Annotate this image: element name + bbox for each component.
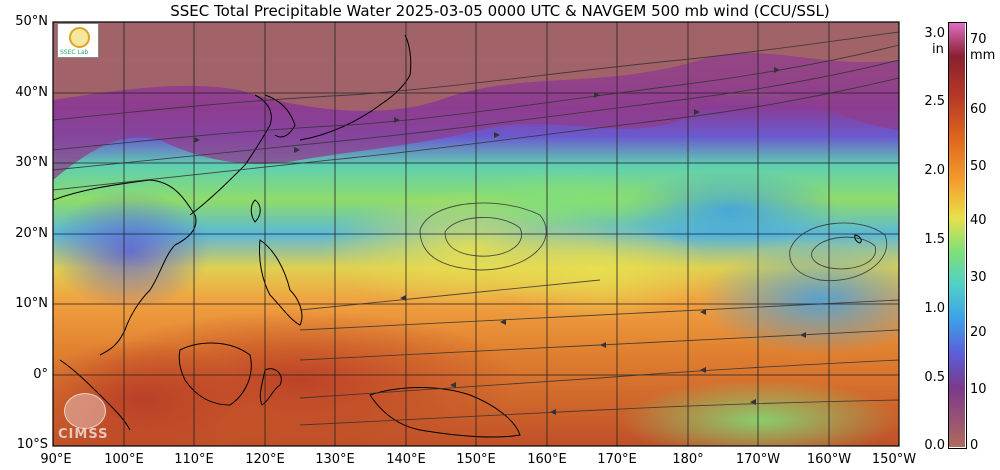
- coastlines: [53, 34, 862, 438]
- anticyclone-loop: [811, 236, 877, 270]
- wind-arrow: [750, 399, 756, 405]
- colorbar-tick-in: 1.5: [924, 232, 945, 247]
- jet-streamline: [53, 77, 899, 191]
- dry-area: [620, 380, 899, 446]
- wind-arrow: [194, 137, 200, 143]
- colorbar-tick-mm: 40: [970, 213, 987, 228]
- lon-label: 170°E: [597, 452, 637, 467]
- lat-label: 10°S: [16, 437, 48, 452]
- lon-label: 170°W: [735, 452, 781, 467]
- moist-area: [490, 220, 710, 320]
- colorbar-tick-mm: 20: [970, 325, 987, 340]
- lon-label: 180°: [672, 452, 704, 467]
- wind-arrow: [700, 309, 706, 315]
- lat-label: 10°N: [15, 296, 48, 311]
- wind-arrow: [594, 92, 600, 98]
- dry-area: [53, 190, 210, 310]
- lat-label: 20°N: [15, 226, 48, 241]
- colorbar-unit-in: in: [932, 42, 944, 57]
- wind-arrow: [694, 109, 700, 115]
- ssec-logo: SSEC Lab: [57, 23, 99, 58]
- wind-arrow: [494, 132, 500, 138]
- jet-streamline: [53, 59, 899, 171]
- colorbar-tick-mm: 60: [970, 102, 987, 117]
- lon-label: 130°E: [315, 452, 355, 467]
- lat-label: 0°: [33, 367, 48, 382]
- lon-label: 160°E: [527, 452, 567, 467]
- lon-label: 120°E: [245, 452, 285, 467]
- ssec-logo-label: SSEC Lab: [60, 49, 89, 56]
- lon-label: 110°E: [174, 452, 214, 467]
- lon-label: 140°E: [386, 452, 426, 467]
- japan-coast: [299, 34, 412, 141]
- anticyclone-loop: [789, 222, 888, 282]
- colorbar-tick-mm: 0: [970, 438, 979, 453]
- philippines-coast: [259, 239, 303, 326]
- lon-label: 150°W: [871, 452, 917, 467]
- colorbar-tick-mm: 10: [970, 382, 987, 397]
- seal-icon: [69, 27, 90, 48]
- colorbar-tick-in: 0.5: [924, 370, 945, 385]
- colorbar-tick-in: 1.0: [924, 301, 945, 316]
- sulawesi-coast: [259, 368, 282, 406]
- dry-area: [700, 245, 899, 355]
- anticyclone-loop: [419, 202, 547, 271]
- new-guinea-coast: [369, 387, 521, 438]
- jet-streamline: [53, 31, 899, 121]
- map-frame: [52, 21, 900, 447]
- asia-coast: [53, 179, 197, 356]
- lon-label: 150°E: [456, 452, 496, 467]
- lat-label: 40°N: [15, 85, 48, 100]
- globe-icon: [64, 393, 106, 429]
- wind-arrows: [194, 67, 806, 415]
- trade-streamline: [299, 359, 899, 399]
- sumatra-coast: [59, 359, 131, 431]
- colorbar-tick-in: 0.0: [924, 438, 945, 453]
- lon-label: 100°E: [104, 452, 144, 467]
- wind-arrow: [450, 382, 456, 388]
- wind-arrow: [774, 67, 780, 73]
- borneo-coast: [178, 342, 252, 406]
- cimss-watermark-label: CIMSS: [58, 427, 109, 442]
- wind-arrow: [500, 319, 506, 325]
- graticule: [53, 22, 899, 446]
- lon-label: 160°W: [806, 452, 852, 467]
- lon-label: 90°E: [40, 452, 72, 467]
- colorbar-tick-in: 2.0: [924, 163, 945, 178]
- wind-arrow: [700, 367, 706, 373]
- colorbar: [948, 22, 967, 449]
- wind-arrow: [800, 332, 806, 338]
- colorbar-tick-in: 2.5: [924, 94, 945, 109]
- colorbar-gradient: [948, 22, 965, 447]
- wind-arrow: [400, 295, 406, 301]
- trade-streamline: [299, 399, 899, 426]
- wind-arrow: [394, 117, 400, 123]
- colorbar-tick-mm: 50: [970, 159, 987, 174]
- dry-area: [620, 170, 840, 250]
- wind-arrow: [600, 342, 606, 348]
- colorbar-unit-mm: mm: [970, 48, 996, 63]
- map-title: SSEC Total Precipitable Water 2025-03-05…: [170, 2, 830, 20]
- trade-streamline: [299, 279, 601, 311]
- lat-label: 30°N: [15, 155, 48, 170]
- anticyclone-loop: [444, 217, 523, 257]
- korea-coast: [264, 94, 296, 138]
- cimss-watermark: CIMSS: [56, 391, 126, 445]
- taiwan-coast: [250, 199, 261, 223]
- dry-area: [440, 170, 680, 230]
- wind-arrow: [550, 409, 556, 415]
- china-coast: [189, 94, 272, 216]
- trade-streamline: [299, 299, 899, 331]
- colorbar-tick-mm: 30: [970, 270, 987, 285]
- colorbar-tick-mm: 70: [970, 32, 987, 47]
- wind-arrow: [294, 147, 300, 153]
- colorbar-tick-in: 3.0: [924, 26, 945, 41]
- lat-label: 50°N: [15, 14, 48, 29]
